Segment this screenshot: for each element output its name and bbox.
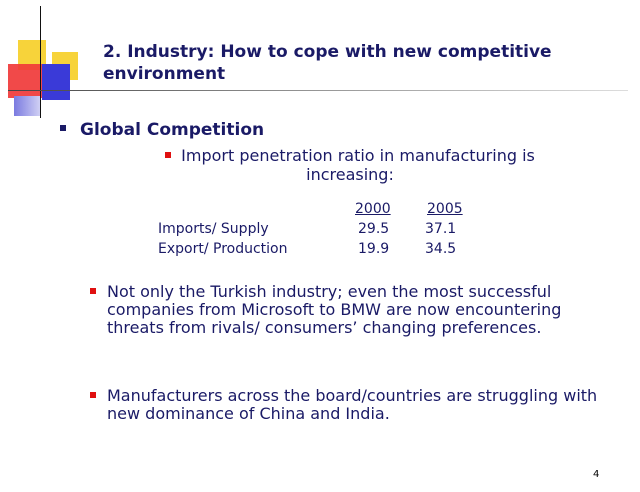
sub-bullet-text: Import penetration ratio in manufacturin… — [181, 146, 535, 184]
title-underline — [8, 90, 628, 91]
bullet-square-icon — [90, 288, 96, 294]
bullet-square-icon — [90, 392, 96, 398]
page-number: 4 — [593, 469, 600, 480]
table-cell: 37.1 — [425, 221, 457, 237]
table-header-2005: 2005 — [427, 201, 463, 217]
heading-text: Global Competition — [80, 120, 265, 140]
table-header-2000: 2000 — [355, 201, 391, 217]
table-row-label: Export/ Production — [158, 241, 288, 257]
sub-bullet: Import penetration ratio in manufacturin… — [140, 146, 560, 184]
logo-block-blue — [42, 64, 70, 100]
logo-block-lightblue — [14, 96, 40, 116]
logo-block-red — [8, 64, 42, 98]
table-cell: 34.5 — [425, 241, 457, 257]
bullet-square-icon — [60, 125, 66, 131]
table-row-label: Imports/ Supply — [158, 221, 269, 237]
bullet-square-icon — [165, 151, 172, 158]
table-cell: 19.9 — [358, 241, 390, 257]
bullet-paragraph: Not only the Turkish industry; even the … — [90, 283, 610, 337]
bullet-text: Manufacturers across the board/countries… — [107, 386, 598, 423]
logo-vertical-line — [40, 6, 41, 118]
heading-bullet: Global Competition — [60, 120, 264, 140]
slide-title: 2. Industry: How to cope with new compet… — [103, 42, 552, 84]
bullet-paragraph: Manufacturers across the board/countries… — [90, 387, 610, 423]
bullet-text: Not only the Turkish industry; even the … — [107, 282, 562, 337]
table-cell: 29.5 — [358, 221, 390, 237]
